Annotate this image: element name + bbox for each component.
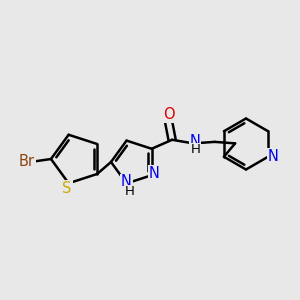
Text: N: N xyxy=(190,134,200,149)
Text: H: H xyxy=(124,185,134,198)
Text: Br: Br xyxy=(19,154,35,169)
Text: S: S xyxy=(62,181,72,196)
Text: H: H xyxy=(190,143,200,157)
Text: O: O xyxy=(163,107,174,122)
Text: N: N xyxy=(149,166,160,181)
Text: N: N xyxy=(268,148,279,164)
Text: N: N xyxy=(121,174,132,189)
